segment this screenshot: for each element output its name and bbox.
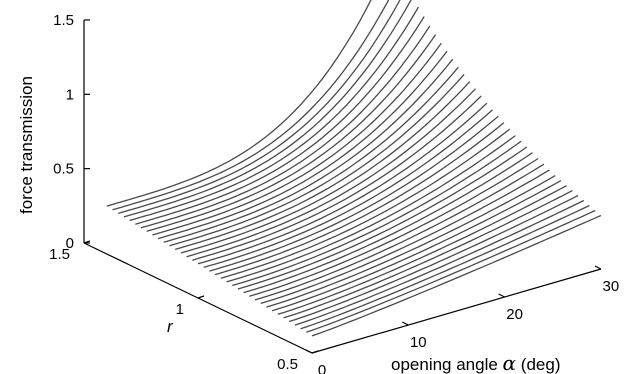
alpha-tick [594,265,602,270]
series-curve [157,50,448,240]
series-curve [180,81,471,254]
series-curve [123,0,412,218]
alpha-tick-label: 30 [603,278,620,295]
series-curve [135,16,425,225]
alpha-tick [498,293,505,298]
series-curve [271,180,562,312]
r-axis-label: r [167,317,174,336]
alpha-axis-label-prefix: opening angle [391,355,503,374]
series-curve [306,209,596,333]
alpha-tick [305,349,313,354]
alpha-axis-line [311,268,602,354]
series-curve [186,88,476,258]
series-curve [118,0,401,215]
series-curve [192,95,482,261]
series-curve [106,0,372,207]
series-curve [220,128,511,279]
series-curve [266,175,556,308]
ticks [83,19,602,354]
alpha-symbol: α [503,351,517,374]
r-tick [83,240,91,244]
series-curve [277,185,568,315]
series-curve [169,66,459,247]
series-curve [175,73,465,251]
series-curve [232,140,522,287]
r-tick-label: 1.5 [49,246,70,263]
z-tick-label: 1 [66,86,74,103]
series-curve [129,6,420,222]
series-curve [214,122,505,276]
series-curve [226,135,516,283]
z-axis-label: force transmission [17,76,36,214]
r-tick [197,295,205,299]
alpha-tick-label: 10 [410,334,427,351]
series-curve [243,152,533,294]
r-tick [311,350,319,354]
series-curve [140,25,431,229]
z-tick-label: 1.5 [53,12,74,29]
series-curve [260,169,550,305]
alpha-axis-label-suffix: (deg) [521,355,561,374]
series-curve [311,214,602,337]
series-curve [249,157,539,297]
series-curve [197,102,488,265]
series-curve [237,146,528,290]
alpha-axis-label: opening angle α (deg) [391,351,560,374]
series-curve [254,163,545,301]
series-curves [106,0,602,337]
z-tick-label: 0.5 [53,161,74,178]
alpha-tick-label: 20 [506,306,523,323]
series-curve [146,34,437,232]
series-curve [289,194,579,323]
series-curve [209,115,499,272]
series-curve [300,204,590,330]
series-curve [152,42,442,236]
series-curve [163,58,454,243]
alpha-tick [402,321,409,326]
series-curve [203,109,494,269]
series-curve [283,190,573,319]
series-curve [294,199,585,326]
r-tick-label: 1 [176,301,184,318]
r-tick-label: 0.5 [277,356,298,373]
series-curve [112,0,390,211]
alpha-tick-label: 0 [318,362,326,374]
z-tick-label: 0 [66,235,74,252]
